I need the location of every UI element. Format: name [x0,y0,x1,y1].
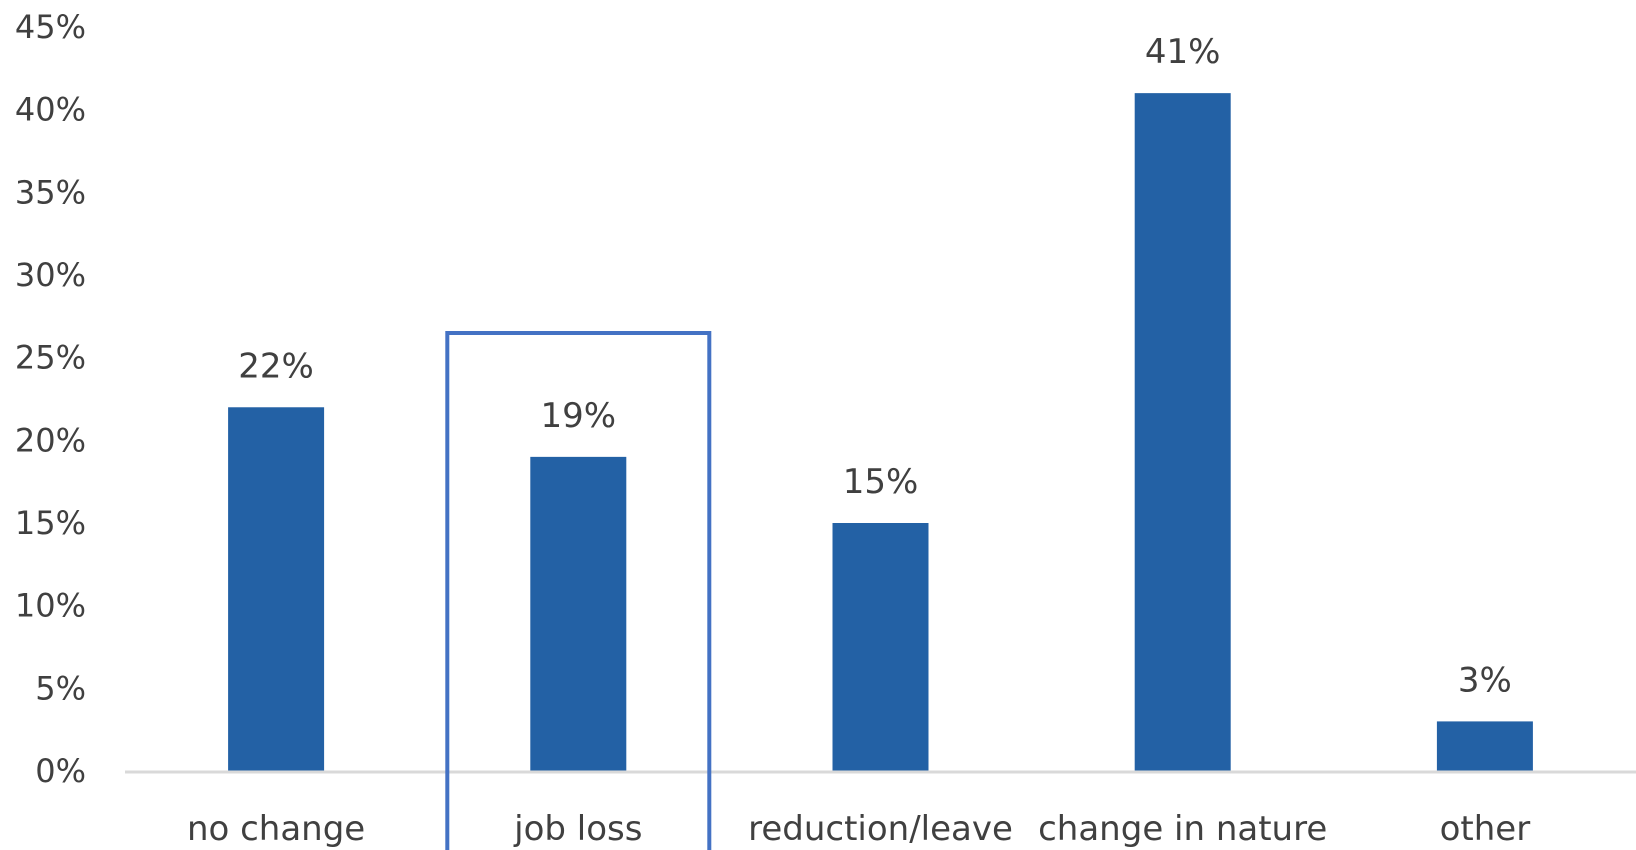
category-label: reduction/leave [748,809,1013,849]
bar-other [1436,721,1533,771]
y-tick-label: 20% [15,421,86,459]
y-tick-label: 5% [35,669,86,707]
y-tick-label: 0% [35,752,86,790]
category-label: change in nature [1038,809,1327,849]
y-tick-label: 10% [15,587,86,625]
y-tick-label: 35% [15,173,86,211]
category-label: no change [187,809,365,849]
data-label: 19% [541,396,617,436]
category-label: other [1440,809,1531,849]
bars-group [228,93,1533,772]
y-tick-label: 25% [15,339,86,377]
bar-no-change [228,407,325,771]
data-label: 22% [238,346,314,386]
bar-job-loss [530,456,627,771]
y-axis-ticks: 0% 5% 10% 15% 20% 25% 30% 35% 40% 45% [15,8,86,790]
bar-reduction-leave [832,523,929,771]
highlight-box [445,331,712,850]
y-tick-label: 30% [15,256,86,294]
data-label: 15% [843,462,919,502]
category-label: job loss [513,809,642,849]
y-tick-label: 15% [15,504,86,542]
data-label: 3% [1458,660,1512,700]
data-label: 41% [1145,32,1221,72]
bar-change-in-nature [1134,93,1231,772]
y-tick-label: 40% [15,91,86,129]
data-labels-group: 22% 19% 15% 41% 3% [238,32,1512,700]
y-tick-label: 45% [15,8,86,46]
category-labels-group: no change job loss reduction/leave change i… [187,809,1530,849]
